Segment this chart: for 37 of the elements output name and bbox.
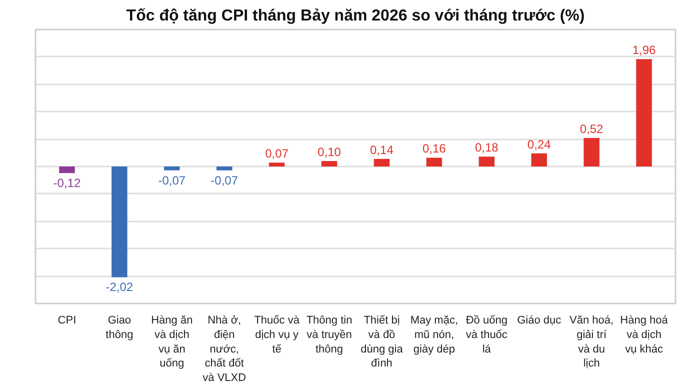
data-label: 0,14 bbox=[370, 142, 394, 157]
bar bbox=[374, 158, 390, 166]
data-label: -0,12 bbox=[53, 176, 81, 190]
bar bbox=[164, 166, 180, 170]
data-label: -0,07 bbox=[158, 173, 186, 188]
x-tick-label: Giao thông bbox=[106, 314, 134, 341]
x-tick-label: Thiết bị và đồ dùng gia đình bbox=[360, 314, 404, 370]
x-tick-label: Thuốc và dịch vụ y tế bbox=[254, 314, 300, 356]
bar bbox=[584, 138, 600, 166]
bar bbox=[216, 166, 232, 170]
data-label: 0,24 bbox=[527, 137, 552, 152]
bar bbox=[636, 59, 652, 166]
x-tick-label: Nhà ở, điện nước, chất đốt và VLXD bbox=[202, 314, 246, 384]
data-label: 0,18 bbox=[474, 140, 499, 155]
bar bbox=[321, 161, 338, 166]
x-tick-label: Giáo dục bbox=[517, 314, 562, 326]
data-label: 0,10 bbox=[318, 145, 342, 160]
chart-title: Tốc độ tăng CPI tháng Bảy năm 2026 so với tháng trước (%) bbox=[126, 8, 585, 24]
x-tick-label: May mặc, mũ nón, giày dép bbox=[410, 314, 458, 356]
bar bbox=[59, 166, 75, 174]
data-label: 1,96 bbox=[632, 43, 656, 58]
bar bbox=[478, 156, 495, 166]
x-tick-label: Đồ uống và thuốc lá bbox=[466, 314, 508, 356]
x-tick-label: Hàng ăn và dịch vụ ăn uống bbox=[151, 314, 193, 370]
data-label: 0,16 bbox=[422, 142, 446, 156]
bar bbox=[531, 153, 547, 166]
bar bbox=[112, 166, 128, 278]
bar bbox=[268, 162, 285, 166]
data-label: -0,07 bbox=[210, 173, 238, 188]
x-tick-label: CPI bbox=[58, 314, 76, 326]
data-label: 0,52 bbox=[580, 122, 604, 136]
data-label: -2,02 bbox=[106, 280, 134, 294]
x-tick-label: Thông tin và truyền thông bbox=[306, 314, 352, 356]
x-tick-label: Hàng hoá và dịch vụ khác bbox=[620, 314, 669, 356]
data-label: 0,07 bbox=[265, 146, 289, 161]
x-tick-label: Văn hoá, giải trí và du lịch bbox=[570, 314, 614, 370]
bar bbox=[426, 158, 442, 166]
